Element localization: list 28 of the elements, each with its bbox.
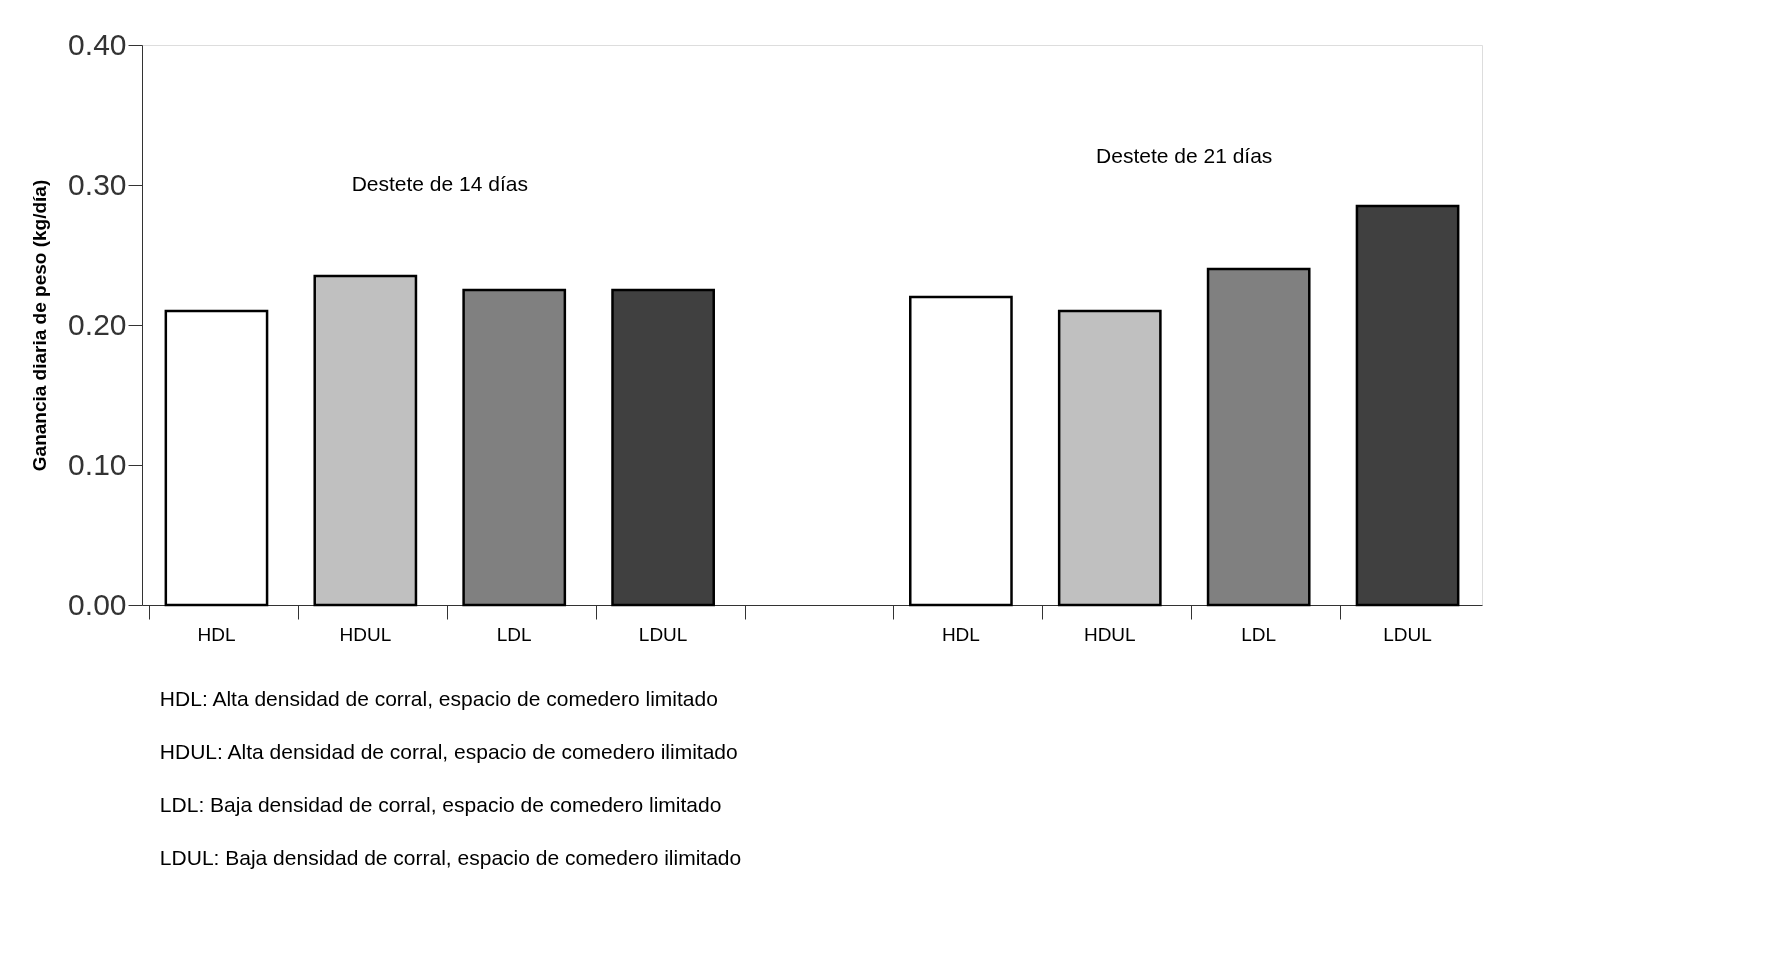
x-tick-label: LDUL xyxy=(638,623,688,645)
text: LDUL: Baja densidad de corral, espacio de comedero ilimitado xyxy=(159,846,742,869)
bar xyxy=(1206,267,1311,607)
y-tick-label: 0.00 xyxy=(68,587,127,621)
x-tick-label: LDL xyxy=(496,623,532,645)
x-tick-label: HDUL xyxy=(1083,623,1136,645)
y-tick-label: 0.30 xyxy=(68,167,127,201)
x-tick-label: HDL xyxy=(197,623,236,645)
bar xyxy=(164,309,269,607)
y-axis-title: Ganancia diaria de peso (kg/día) xyxy=(29,179,51,472)
y-tick-label: 0.40 xyxy=(68,27,127,61)
text: HDUL: Alta densidad de corral, espacio de comedero ilimitado xyxy=(159,740,738,763)
bar xyxy=(313,274,418,607)
bar xyxy=(909,295,1013,607)
annotation: Destete de 14 días xyxy=(351,172,528,195)
x-tick-label: HDUL xyxy=(339,623,392,645)
bar xyxy=(1355,204,1460,607)
x-tick-label: LDL xyxy=(1241,623,1277,645)
y-tick-label: 0.10 xyxy=(68,447,127,481)
text: LDL: Baja densidad de corral, espacio de comedero limitado xyxy=(159,793,722,816)
y-tick-label: 0.20 xyxy=(68,307,127,341)
bar xyxy=(1057,309,1162,607)
text: HDL: Alta densidad de corral, espacio de comedero limitado xyxy=(159,687,718,710)
bar xyxy=(611,288,715,607)
annotation: Destete de 21 días xyxy=(1096,144,1273,167)
x-tick-label: HDL xyxy=(941,623,980,645)
x-tick-label: LDUL xyxy=(1383,623,1432,645)
bar xyxy=(462,288,567,607)
